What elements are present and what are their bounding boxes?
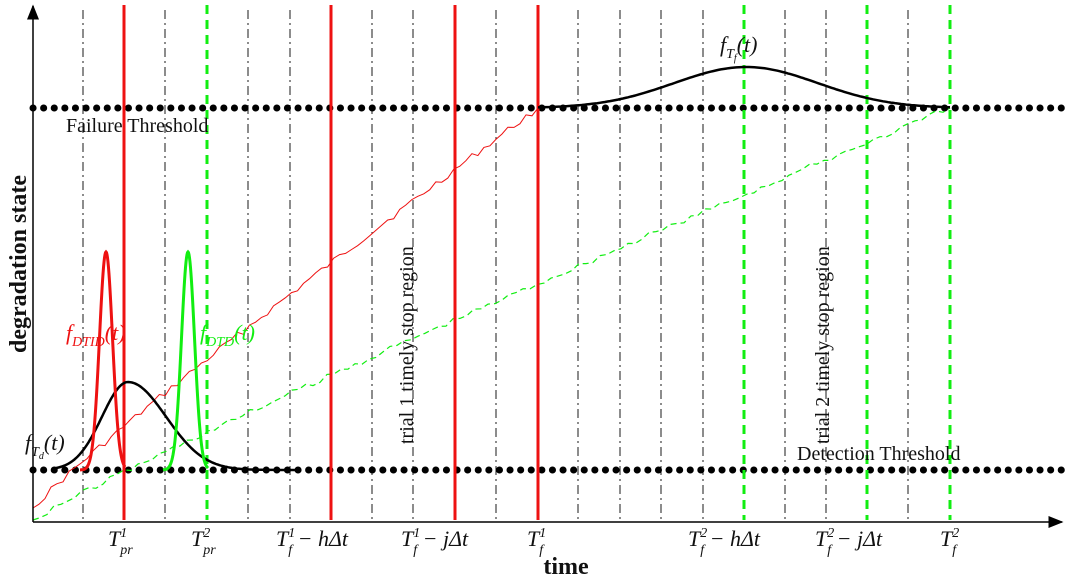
fTd-density-curve [54,380,300,472]
fTf-density-curve [537,65,951,109]
dashdot-grid-lines [82,10,909,520]
failure-threshold-label: Failure Threshold [66,115,208,137]
trial2-markers [205,5,952,520]
tick-label: T1 f − hΔt [276,526,349,558]
trial2-region-label: trial 2 timely stop region [812,246,834,444]
fDTD-label: fDTD(t) [200,320,255,350]
fDTID-density-curve [80,249,127,472]
trial1-markers [122,5,540,520]
detection-threshold-label: Detection Threshold [797,443,960,465]
tick-label: T2 f [940,526,959,558]
tick-label: T1 f [527,526,546,558]
fDTID-label: fDTID(t) [66,320,126,350]
y-axis-title: degradation state [6,175,32,353]
tick-label: T1 pr [108,526,133,558]
x-tick-labels: T1 pr T2 pr T1 f − hΔt T1 f − jΔt T1 f T2 f − … [108,526,959,558]
tick-label: T2 f − hΔt [688,526,761,558]
x-axis-title: time [543,554,589,580]
trial1-degradation-path [32,107,539,509]
trial2-degradation-path [32,107,951,521]
tick-label: T2 pr [191,526,216,558]
tick-label: T2 f − jΔt [815,526,883,558]
fDTD-density-curve [162,249,210,472]
fTf-label: fTf(t) [720,32,757,64]
tick-label: T1 f − jΔt [401,526,469,558]
trial1-region-label: trial 1 timely stop region [396,246,418,444]
fTd-label: fTd(t) [25,430,65,462]
